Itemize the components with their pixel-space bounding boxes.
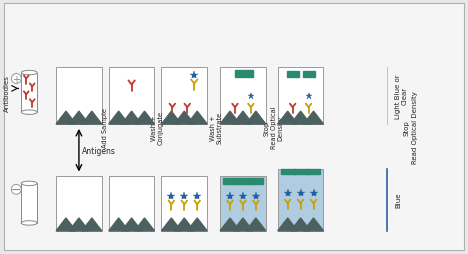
Polygon shape [291, 112, 311, 124]
Text: Antibodies: Antibodies [4, 75, 10, 111]
Polygon shape [291, 218, 311, 231]
Polygon shape [304, 218, 323, 231]
Text: −: − [11, 183, 22, 196]
Bar [293, 169, 307, 175]
Text: Wash +
Conjugate: Wash + Conjugate [151, 110, 164, 145]
Bar [21, 73, 37, 113]
Text: Stop
Read Optical
Density: Stop Read Optical Density [264, 106, 284, 149]
Polygon shape [109, 112, 129, 124]
Ellipse shape [21, 71, 37, 75]
Polygon shape [175, 218, 194, 231]
Polygon shape [233, 218, 253, 231]
Polygon shape [135, 112, 154, 124]
Polygon shape [56, 112, 76, 124]
Bar [109, 177, 154, 231]
Polygon shape [220, 112, 240, 124]
Polygon shape [82, 218, 102, 231]
Bar [249, 179, 263, 185]
Bar [21, 184, 37, 223]
Bar [220, 67, 266, 124]
Polygon shape [109, 218, 129, 231]
Polygon shape [122, 218, 141, 231]
Bar [56, 177, 102, 231]
Bar [278, 67, 323, 124]
Polygon shape [246, 112, 266, 124]
Bar [303, 71, 314, 77]
Bar [161, 177, 207, 231]
Polygon shape [82, 112, 102, 124]
Circle shape [11, 185, 21, 195]
Circle shape [11, 74, 21, 84]
Text: Blue: Blue [395, 192, 401, 208]
Polygon shape [69, 112, 89, 124]
Text: Stop: Stop [404, 120, 410, 135]
Bar [161, 67, 207, 124]
Ellipse shape [21, 181, 37, 186]
Bar [287, 71, 299, 77]
Polygon shape [220, 218, 240, 231]
Bar [220, 177, 266, 231]
Text: Antigens: Antigens [82, 146, 116, 155]
Bar [281, 169, 295, 175]
Bar [307, 169, 321, 175]
Polygon shape [56, 218, 76, 231]
Polygon shape [135, 218, 154, 231]
Ellipse shape [21, 110, 37, 115]
Polygon shape [161, 218, 181, 231]
Text: +: + [12, 74, 20, 84]
Polygon shape [187, 218, 207, 231]
Polygon shape [161, 112, 181, 124]
Polygon shape [187, 112, 207, 124]
Polygon shape [233, 112, 253, 124]
Bar [235, 70, 253, 77]
Bar [278, 169, 323, 231]
Polygon shape [122, 112, 141, 124]
Polygon shape [278, 218, 298, 231]
Polygon shape [175, 112, 194, 124]
Bar [56, 67, 102, 124]
Ellipse shape [21, 221, 37, 225]
Bar [109, 67, 154, 124]
Text: Add Sample: Add Sample [102, 108, 108, 147]
Polygon shape [246, 218, 266, 231]
Polygon shape [304, 112, 323, 124]
Text: Read Optical Density: Read Optical Density [412, 91, 418, 164]
Bar [236, 179, 250, 185]
Text: Light Blue or
Clear: Light Blue or Clear [395, 74, 408, 118]
Text: Wash +
Substrate: Wash + Substrate [210, 112, 223, 144]
Polygon shape [69, 218, 89, 231]
Polygon shape [278, 112, 298, 124]
Bar [223, 179, 237, 185]
